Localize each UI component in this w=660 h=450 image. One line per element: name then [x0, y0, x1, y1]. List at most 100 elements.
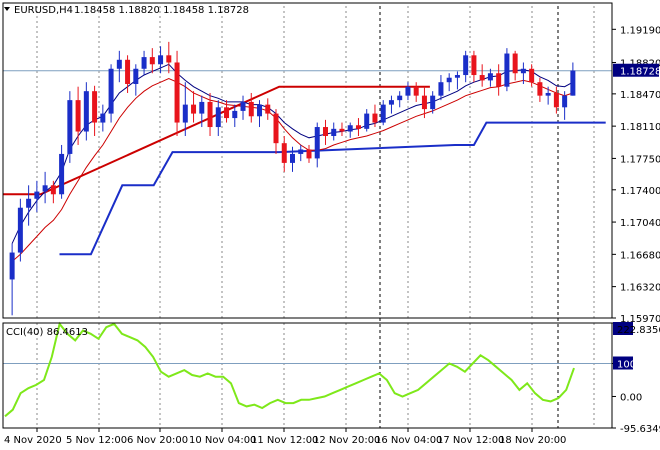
chart-header: EURUSD,H4 1.18458 1.18820 1.18458 1.1872…: [4, 5, 249, 16]
x-tick-label: 5 Nov 12:00: [66, 435, 127, 446]
y-tick-label: 1.16320: [620, 283, 660, 294]
candle-body[interactable]: [438, 82, 444, 96]
candle-body[interactable]: [182, 104, 188, 123]
candle-body[interactable]: [92, 91, 98, 123]
candle-body[interactable]: [520, 68, 526, 74]
x-tick-label: 16 Nov 04:00: [375, 435, 442, 446]
candle-body[interactable]: [240, 101, 246, 111]
candle-body[interactable]: [306, 149, 312, 159]
y-tick-label: 1.15970: [620, 314, 660, 325]
candle-body[interactable]: [224, 107, 230, 119]
candle-body[interactable]: [248, 101, 254, 117]
cci-line: [4, 321, 575, 418]
dropdown-triangle-icon[interactable]: [4, 7, 10, 11]
candle-body[interactable]: [314, 127, 320, 159]
panel-frames: [2, 2, 613, 429]
candle-body[interactable]: [553, 92, 559, 108]
cci-level-tag: [613, 356, 633, 370]
y-tick-label: 1.18470: [620, 90, 660, 101]
cci-y-tick-label: 0.00: [620, 392, 642, 403]
x-tick-label: 6 Nov 20:00: [127, 435, 188, 446]
candle-body[interactable]: [496, 73, 502, 87]
candle-body[interactable]: [108, 68, 114, 114]
cci-label: CCI(40) 86.4613: [6, 327, 88, 338]
candle-body[interactable]: [215, 107, 221, 128]
price-panel-frame: [2, 2, 613, 319]
candle-body[interactable]: [166, 55, 172, 63]
support-level-line: [59, 121, 606, 256]
candle-body[interactable]: [339, 128, 345, 132]
candle-body[interactable]: [59, 153, 65, 195]
candle-body[interactable]: [347, 125, 353, 132]
candle-body[interactable]: [125, 59, 131, 84]
candle-body[interactable]: [26, 198, 32, 208]
candle-body[interactable]: [413, 86, 419, 96]
candle-body[interactable]: [463, 55, 469, 76]
candle-body[interactable]: [512, 53, 518, 74]
candle-body[interactable]: [430, 95, 436, 110]
cci-y-tick-label: -95.6349: [620, 424, 660, 435]
y-tick-label: 1.17400: [620, 186, 660, 197]
y-tick-label: 1.19190: [620, 25, 660, 36]
symbol-label: EURUSD,H4: [14, 5, 73, 16]
cci-max-tag: [613, 322, 633, 335]
candle-body[interactable]: [174, 62, 180, 123]
candle-body[interactable]: [487, 73, 493, 81]
candle-body[interactable]: [364, 113, 370, 129]
candle-body[interactable]: [100, 113, 106, 123]
candle-body[interactable]: [232, 110, 238, 119]
candle-body[interactable]: [471, 55, 477, 76]
candle-body[interactable]: [133, 68, 139, 84]
candle-body[interactable]: [199, 101, 205, 114]
candle-body[interactable]: [34, 191, 40, 199]
support-resistance-levels: [3, 85, 606, 256]
candle-body[interactable]: [257, 104, 263, 117]
candle-body[interactable]: [537, 82, 543, 96]
cci-y-tick-label: 222.8356: [617, 325, 660, 336]
moving-averages: [11, 63, 574, 262]
candle-body[interactable]: [273, 113, 279, 144]
candle-body[interactable]: [446, 77, 452, 83]
candle-body[interactable]: [281, 143, 287, 163]
candle-body[interactable]: [67, 100, 73, 154]
candle-body[interactable]: [570, 70, 576, 96]
x-tick-label: 4 Nov 2020: [4, 435, 62, 446]
candle-body[interactable]: [42, 185, 48, 192]
candle-body[interactable]: [372, 113, 378, 123]
candle-body[interactable]: [75, 100, 81, 132]
cci-indicator: [4, 321, 575, 418]
candle-body[interactable]: [421, 95, 427, 110]
candle-body[interactable]: [355, 125, 361, 129]
candle-body[interactable]: [298, 149, 304, 154]
candle-body[interactable]: [529, 68, 535, 83]
resistance-level-line: [3, 85, 430, 196]
candle-body[interactable]: [454, 75, 460, 78]
candle-body[interactable]: [405, 86, 411, 96]
current-price-tag: [613, 63, 659, 77]
candle-body[interactable]: [158, 55, 164, 65]
candle-body[interactable]: [265, 104, 271, 114]
candle-body[interactable]: [331, 128, 337, 136]
candle-body[interactable]: [562, 95, 568, 108]
candle-body[interactable]: [388, 100, 394, 105]
candle-body[interactable]: [545, 92, 551, 96]
candle-body[interactable]: [191, 104, 197, 114]
candle-body[interactable]: [290, 153, 295, 163]
fast-moving-average-line: [11, 63, 574, 244]
candle-body[interactable]: [149, 57, 155, 65]
candlesticks[interactable]: [9, 41, 576, 316]
candle-body[interactable]: [116, 59, 122, 69]
candle-body[interactable]: [380, 104, 386, 123]
candle-body[interactable]: [322, 127, 328, 136]
candle-body[interactable]: [141, 57, 147, 69]
candle-body[interactable]: [9, 252, 15, 280]
candle-body[interactable]: [479, 75, 485, 81]
cci-panel-frame: [2, 322, 613, 429]
candle-body[interactable]: [504, 53, 510, 87]
candle-body[interactable]: [50, 185, 56, 195]
ohlc-label: 1.18458 1.18820 1.18458 1.18728: [74, 5, 249, 16]
candle-body[interactable]: [397, 95, 403, 101]
candle-body[interactable]: [83, 91, 89, 132]
candle-body[interactable]: [207, 101, 213, 128]
candle-body[interactable]: [17, 207, 23, 253]
